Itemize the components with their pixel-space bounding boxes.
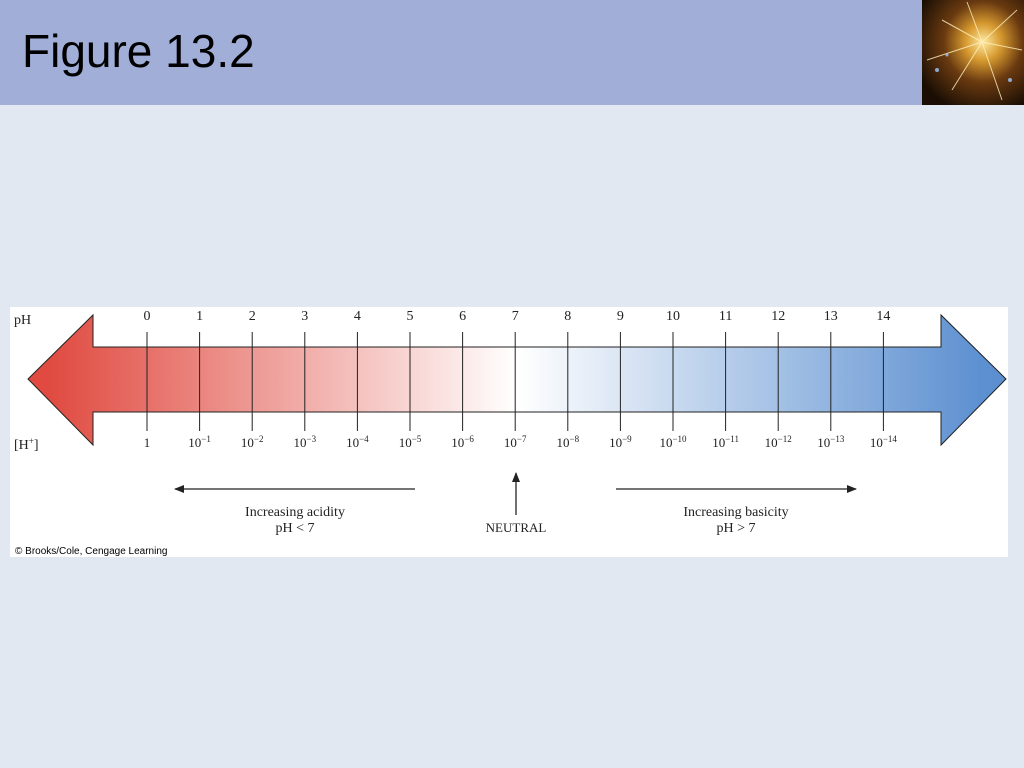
ph-value-label: 0 (144, 309, 151, 324)
ph-value-label: 12 (771, 309, 785, 324)
h-concentration-label: 1 (144, 435, 151, 450)
h-concentration-label: 10−9 (609, 434, 632, 450)
copyright-notice: © Brooks/Cole, Cengage Learning (15, 546, 168, 557)
ph-value-label: 11 (719, 309, 732, 324)
h-concentration-label: 10−4 (346, 434, 369, 450)
slide-title: Figure 13.2 (22, 25, 255, 77)
tick-lines (146, 332, 884, 431)
ph-value-label: 7 (512, 309, 519, 324)
ph-value-label: 3 (301, 309, 308, 324)
h-concentration-label: 10−6 (451, 434, 474, 450)
acidity-condition: pH < 7 (275, 521, 314, 536)
ph-scale-figure: pH [H+] 0 1 2 3 4 5 6 7 8 9 10 11 12 13 14 1 10−1 10−2 10… (10, 307, 1008, 557)
basicity-condition: pH > 7 (716, 521, 755, 536)
h-concentration-label: 10−2 (241, 434, 264, 450)
ph-value-label: 13 (824, 309, 838, 324)
h-concentration-labels: 1 10−1 10−2 10−3 10−4 10−5 10−6 10−7 10−8 10−9 10−… (144, 434, 898, 450)
ph-value-label: 2 (249, 309, 256, 324)
h-concentration-label: 10−1 (188, 434, 211, 450)
ph-value-label: 10 (666, 309, 680, 324)
ph-value-label: 9 (617, 309, 624, 324)
h-row-label: [H+] (14, 436, 39, 453)
ph-row-label: pH (14, 313, 31, 328)
h-concentration-label: 10−3 (294, 434, 317, 450)
ph-gradient-arrow (27, 313, 1007, 447)
ph-value-label: 6 (459, 309, 466, 324)
h-concentration-label: 10−10 (659, 434, 687, 450)
h-concentration-label: 10−5 (399, 434, 422, 450)
ph-value-label: 5 (407, 309, 414, 324)
basicity-label: Increasing basicity (683, 505, 788, 520)
ph-value-label: 8 (564, 309, 571, 324)
ph-value-label: 14 (876, 309, 890, 324)
neutral-label: NEUTRAL (486, 520, 547, 535)
acidity-label: Increasing acidity (245, 505, 345, 520)
h-concentration-label: 10−14 (870, 434, 898, 450)
ph-value-labels: 0 1 2 3 4 5 6 7 8 9 10 11 12 13 14 (144, 309, 891, 324)
slide-header: Figure 13.2 (0, 0, 922, 105)
h-concentration-label: 10−8 (557, 434, 580, 450)
h-concentration-label: 10−11 (712, 434, 739, 450)
fireworks-image (922, 0, 1024, 105)
h-concentration-label: 10−12 (765, 434, 792, 450)
ph-value-label: 1 (196, 309, 203, 324)
h-concentration-label: 10−7 (504, 434, 527, 450)
ph-value-label: 4 (354, 309, 361, 324)
h-concentration-label: 10−13 (817, 434, 845, 450)
ph-scale-diagram: pH [H+] 0 1 2 3 4 5 6 7 8 9 10 11 12 13 14 1 10−1 10−2 10… (14, 309, 1007, 536)
